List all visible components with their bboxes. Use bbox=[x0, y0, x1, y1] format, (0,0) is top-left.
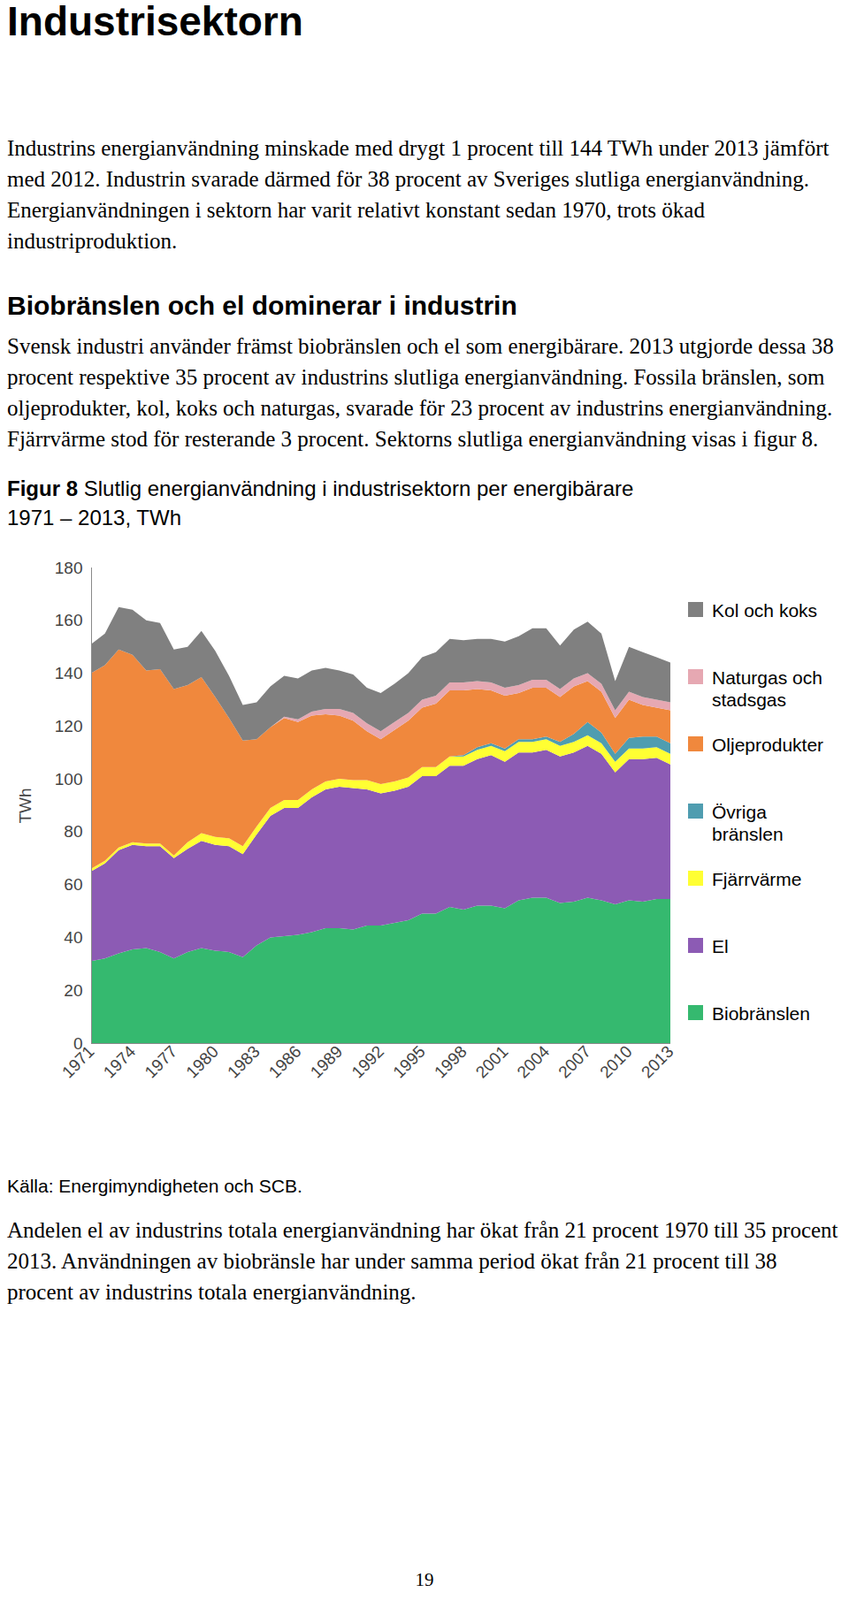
svg-text:1989: 1989 bbox=[306, 1042, 347, 1083]
svg-text:1992: 1992 bbox=[347, 1042, 388, 1083]
html-text:El: El bbox=[711, 936, 729, 957]
html-text:Figur 8 Slutlig energianvändni: Figur 8 Slutlig energianvändning i indus… bbox=[7, 476, 634, 530]
svg-text:1971: 1971 bbox=[58, 1042, 99, 1083]
svg-text:60: 60 bbox=[63, 875, 83, 895]
svg-text:1983: 1983 bbox=[223, 1042, 264, 1083]
svg-text:1998: 1998 bbox=[430, 1042, 471, 1083]
svg-text:2010: 2010 bbox=[596, 1042, 636, 1083]
svg-text:2013: 2013 bbox=[637, 1042, 678, 1083]
svg-text:0: 0 bbox=[73, 1034, 83, 1053]
svg-text:1995: 1995 bbox=[389, 1042, 429, 1083]
svg-text:20: 20 bbox=[63, 981, 83, 1001]
html-text:Biobränslen: Biobränslen bbox=[711, 1003, 810, 1025]
svg-text:140: 140 bbox=[54, 664, 84, 683]
html-text:Biobränslen och el dominerar i: Biobränslen och el dominerar i industrin bbox=[7, 290, 518, 321]
html-text:19: 19 bbox=[415, 1569, 434, 1591]
html-text:Svensk industri använder främs: Svensk industri använder främst biobräns… bbox=[7, 334, 834, 452]
html-text:Fjärrvärme: Fjärrvärme bbox=[711, 869, 802, 890]
html-text:Oljeprodukter: Oljeprodukter bbox=[711, 734, 824, 756]
svg-text:1986: 1986 bbox=[265, 1042, 306, 1083]
html-text:Övriga bränslen: Övriga bränslen bbox=[711, 802, 784, 845]
svg-text:1974: 1974 bbox=[99, 1041, 140, 1082]
svg-text:2004: 2004 bbox=[513, 1041, 554, 1082]
svg-text:100: 100 bbox=[54, 770, 84, 789]
svg-text:80: 80 bbox=[63, 822, 83, 842]
svg-text:1980: 1980 bbox=[182, 1042, 222, 1083]
svg-text:1977: 1977 bbox=[140, 1042, 181, 1083]
svg-text:40: 40 bbox=[63, 928, 83, 948]
svg-text:120: 120 bbox=[54, 717, 84, 736]
html-text:Källa: Energimyndigheten och S: Källa: Energimyndigheten och SCB. bbox=[7, 1176, 303, 1197]
svg-text:TWh: TWh bbox=[15, 787, 35, 824]
html-text:Kol och koks: Kol och koks bbox=[711, 600, 818, 621]
svg-text:2001: 2001 bbox=[472, 1042, 513, 1083]
svg-text:160: 160 bbox=[54, 611, 84, 630]
html-text:Andelen el av industrins total: Andelen el av industrins totala energian… bbox=[7, 1218, 839, 1305]
html-text:Industrins energianvändning mi: Industrins energianvändning minskade med… bbox=[7, 136, 830, 253]
svg-text:180: 180 bbox=[54, 558, 84, 578]
svg-text:2007: 2007 bbox=[554, 1042, 595, 1083]
html-text:Naturgas och stadsgas: Naturgas och stadsgas bbox=[711, 667, 823, 711]
